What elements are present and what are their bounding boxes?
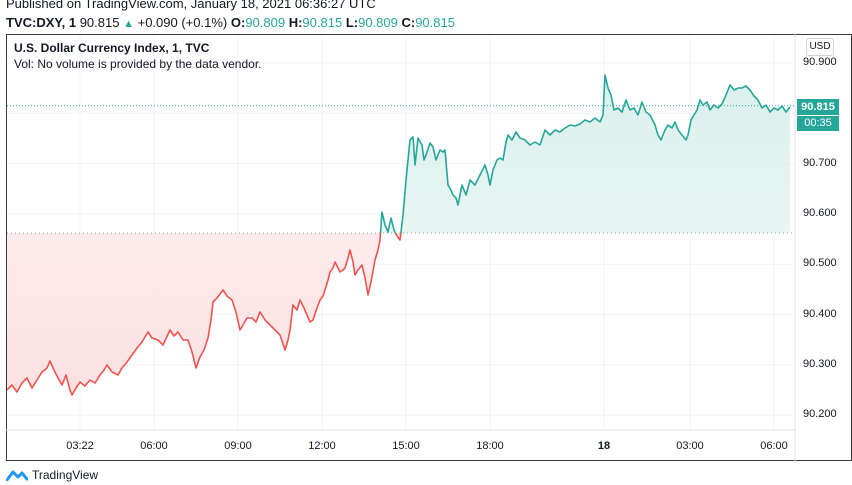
above-baseline-fill <box>7 75 790 234</box>
time-tick-label: 12:00 <box>308 440 336 452</box>
above-baseline-line <box>379 74 791 234</box>
below-baseline-line <box>6 233 402 396</box>
bar-countdown: 00:35 <box>797 116 839 131</box>
low-label: L: <box>345 15 359 30</box>
symbol-info-bar: TVC:DXY, 1 90.815 ▲ +0.090 (+0.1%) O:90.… <box>6 15 455 30</box>
time-tick-label: 06:00 <box>140 440 168 452</box>
time-tick-label: 18 <box>597 440 611 452</box>
price-tick-label: 90.400 <box>803 307 837 320</box>
price-tick-label: 90.500 <box>803 257 837 270</box>
up-triangle-icon: ▲ <box>123 18 134 30</box>
close-value: 90.815 <box>415 15 455 30</box>
symbol-name: TVC:DXY, 1 <box>6 15 77 30</box>
open-label: O: <box>230 15 246 30</box>
below-baseline-fill <box>7 233 401 395</box>
last-price-badge: 90.815 <box>797 99 839 115</box>
price-change: +0.090 (+0.1%) <box>137 15 228 30</box>
currency-button[interactable]: USD <box>806 38 834 56</box>
price-tick-label: 90.200 <box>803 408 837 421</box>
time-tick-label: 06:00 <box>760 440 788 452</box>
time-tick-label: 03:00 <box>676 440 704 452</box>
price-tick-label: 90.900 <box>803 56 837 68</box>
brand-name: TradingView <box>32 468 99 482</box>
tradingview-cloud-icon <box>6 470 28 481</box>
close-label: C: <box>401 15 416 30</box>
price-tick-label: 90.300 <box>803 357 837 370</box>
current-price: 90.815 <box>79 15 120 30</box>
price-tick-label: 90.700 <box>803 156 837 169</box>
high-value: 90.815 <box>302 15 343 30</box>
time-tick-label: 18:00 <box>476 440 504 452</box>
open-value: 90.809 <box>245 15 286 30</box>
published-caption: Published on TradingView.com, January 18… <box>6 0 376 11</box>
tradingview-logo[interactable]: TradingView <box>6 468 98 482</box>
high-label: H: <box>288 15 303 30</box>
low-value: 90.809 <box>358 15 398 30</box>
time-tick-label: 09:00 <box>224 440 252 452</box>
time-tick-label: 03:22 <box>66 440 94 452</box>
time-tick-label: 15:00 <box>392 440 420 452</box>
price-tick-label: 90.600 <box>803 206 837 219</box>
legend-title: U.S. Dollar Currency Index, 1, TVC <box>14 41 210 55</box>
volume-note: Vol: No volume is provided by the data v… <box>14 57 262 71</box>
